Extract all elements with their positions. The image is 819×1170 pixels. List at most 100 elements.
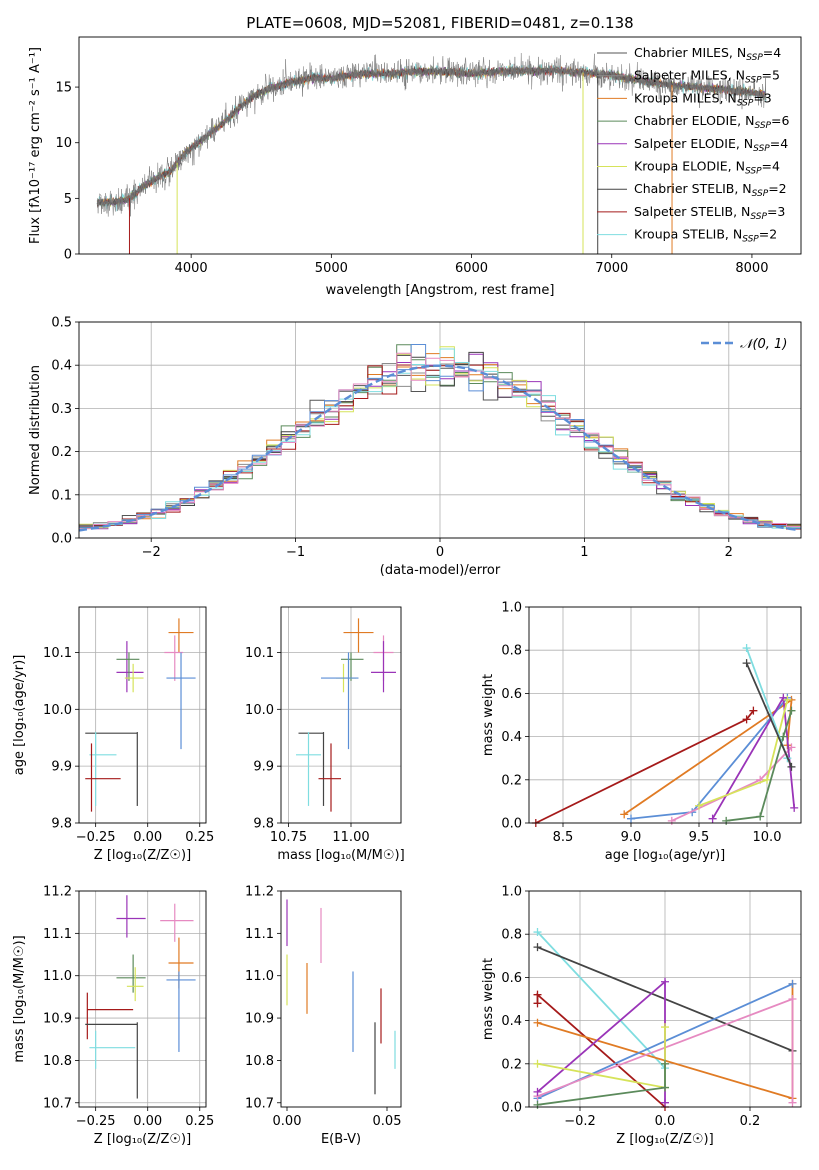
x-tick-label: 0.05 [373,1114,402,1129]
x-tick-label: −0.25 [76,830,116,845]
x-tick-label: 0.0 [655,1114,676,1129]
figure-title: PLATE=0608, MJD=52081, FIBERID=0481, z=0… [246,14,633,32]
x-tick-label: 0.00 [133,830,162,845]
weight-marker [783,695,792,704]
legend-text-part: SSP [745,167,762,177]
legend-text-part: Salpeter STELIB, N [634,204,750,219]
y-tick-label: 0.4 [51,359,72,374]
spectrum-panel: 4000 5000 6000 7000 8000 0 5 10 15 wavelength [An… [28,36,802,298]
y-tick-label: 9.8 [51,817,72,832]
x-tick-label: 2 [725,545,733,560]
legend-text-part: =6 [771,113,789,128]
y-tick-label: 11.2 [245,885,274,900]
weight-marker [533,943,542,952]
x-axis-label: mass [log₁₀(M/M☉)] [277,848,404,863]
weight-marker [661,1098,669,1107]
axes-frame [528,890,802,1108]
x-axis-label: E(B-V) [321,1132,361,1147]
axes-frame [78,321,802,539]
weight-marker [742,644,751,653]
axes-frame [78,890,207,1108]
x-tick-label: −0.2 [564,1114,596,1129]
y-tick-label: 10.0 [245,703,274,718]
y-tick-label: 1.0 [501,885,522,900]
x-tick-label: 7000 [595,261,628,276]
y-axis-label: mass weight [481,674,496,756]
weight-marker [533,1087,542,1096]
legend-text-part: SSP [753,144,770,154]
mass_vs_ebv-panel: 0.00 0.05 10.7 10.8 10.9 11.0 11.1 11.2 E(B-V) [245,885,401,1148]
weight-marker [788,979,797,988]
x-tick-label: 0.2 [740,1114,761,1129]
y-tick-label: 9.8 [253,817,274,832]
y-tick-label: 0.8 [501,644,522,659]
weight-marker [787,706,796,715]
weight-marker [749,706,758,715]
y-tick-label: 10.7 [43,1096,72,1111]
legend-text-part: =2 [768,181,786,196]
legend-text-part: =4 [762,159,780,174]
legend-entry: Salpeter ELODIE, NSSP=4 [634,136,788,154]
x-tick-label: −1 [286,545,305,560]
residuals-panel: −2 −1 0 1 2 0.0 0.1 0.2 0.3 0.4 0.5 (data-model)/er… [28,316,802,578]
x-tick-label: 8000 [735,261,768,276]
y-tick-label: 0.4 [501,1014,522,1029]
x-tick-label: −2 [142,545,161,560]
legend-text-part: SSP [752,189,769,199]
axes-frame [280,890,402,1108]
x-tick-label: 0.25 [185,1114,214,1129]
y-tick-label: 0.0 [501,1101,522,1116]
legend-text-part: Kroupa ELODIE, N [634,159,745,174]
y-tick-label: 10.8 [245,1054,274,1069]
weight_vs_age-panel: 8.5 9.0 9.5 10.0 0.0 0.2 0.4 0.6 0.8 1.0 age [log₁… [481,601,802,863]
x-tick-label: 0 [436,545,444,560]
weight-marker [763,775,771,784]
legend-text-part: =4 [770,136,788,151]
y-tick-label: 9.9 [51,760,72,775]
y-tick-label: 0.0 [51,532,72,547]
age_vs_Z-panel: −0.25 0.00 0.25 9.8 9.9 10.0 10.1 Z [log₁₀(Z/Z☉… [12,606,214,863]
weight-marker [661,1083,669,1092]
legend-entry: Salpeter MILES, NSSP=5 [634,68,780,86]
y-tick-label: 0 [64,248,72,263]
y-tick-label: 0.2 [501,773,522,788]
weight-marker [627,814,635,823]
weight-marker [533,1018,542,1027]
legend-entry: 𝒩(0, 1) [740,337,787,352]
legend-text-part: Kroupa STELIB, N [634,227,742,242]
histogram-step-line [79,344,801,529]
legend-text-part: SSP [745,76,762,86]
y-tick-label: 0.4 [501,730,522,745]
weight-marker [695,801,703,810]
weight-line [536,931,666,1069]
weight-marker [722,816,731,825]
y-tick-label: 10.1 [245,646,274,661]
y-axis-label: Normed distribution [28,365,43,495]
y-tick-label: 11.1 [43,927,72,942]
weight-marker [742,659,751,668]
weight-marker [533,1059,542,1068]
weight-marker [756,812,765,821]
weight-marker [533,928,542,937]
y-tick-label: 0.5 [51,316,72,331]
legend-entry: Chabrier MILES, NSSP=4 [634,45,781,63]
axes-frame [280,606,402,824]
x-axis-label: Z [log₁₀(Z/Z☉)] [616,1132,713,1147]
x-tick-label: 0.25 [185,830,214,845]
x-axis-label: Z [log₁₀(Z/Z☉)] [94,1132,191,1147]
axes-frame [78,606,207,824]
y-tick-label: 0.0 [501,817,522,832]
y-tick-label: 0.2 [501,1057,522,1072]
x-tick-label: 8.5 [553,830,574,845]
legend-text-part: Salpeter MILES, N [634,68,745,83]
legend-entry: Chabrier STELIB, NSSP=2 [634,181,787,199]
x-axis-label: age [log₁₀(age/yr)] [605,848,726,863]
y-tick-label: 11.2 [43,885,72,900]
weight-marker [788,995,797,1003]
legend-text-part: =5 [762,68,780,83]
legend-entry: Kroupa STELIB, NSSP=2 [634,227,777,245]
weight-marker [667,816,676,825]
weight-marker [779,693,788,702]
legend-text-part: Kroupa MILES, N [634,90,737,105]
